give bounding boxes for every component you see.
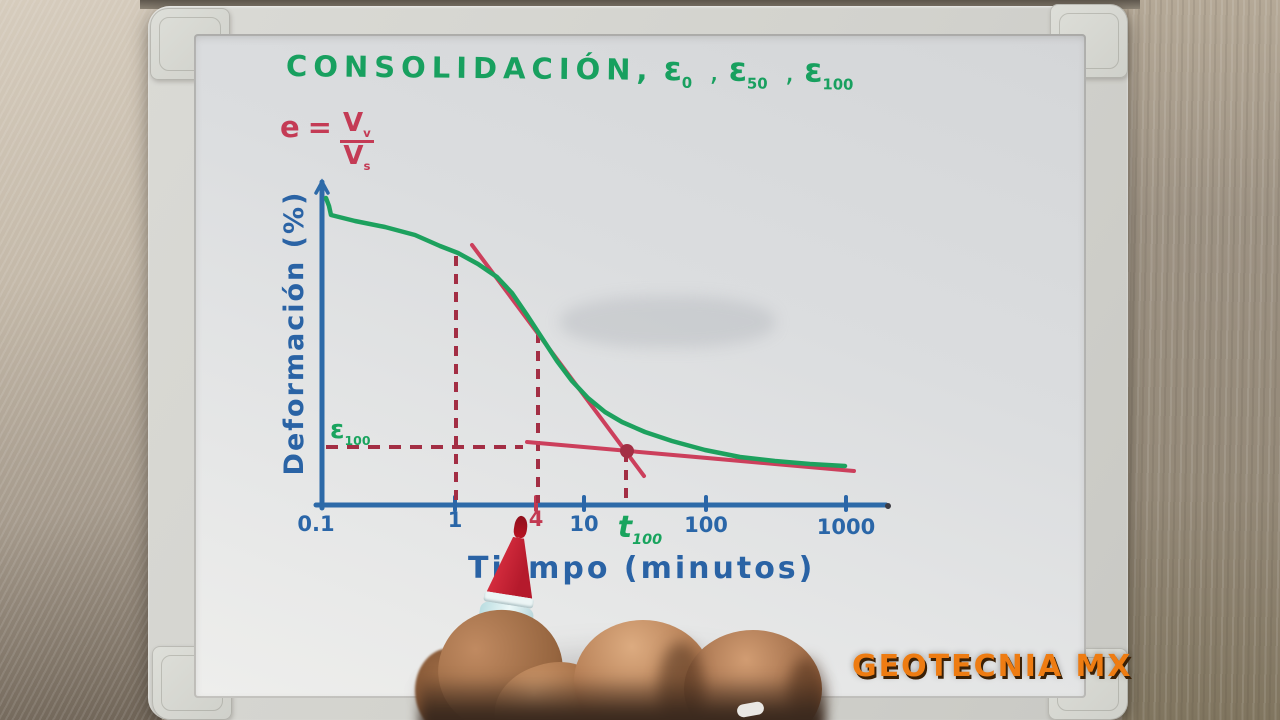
formula-denominator: Vs xyxy=(343,141,371,174)
title-separator: , xyxy=(700,53,719,88)
formula-lhs: e xyxy=(280,110,300,144)
formula-fraction: Vv Vs xyxy=(339,109,374,174)
channel-watermark: GEOTECNIA MX xyxy=(852,649,1133,684)
wood-table-left xyxy=(0,0,162,720)
x-tick-label-0.1: 0.1 xyxy=(297,512,334,536)
x-tick-label-10: 10 xyxy=(569,512,598,536)
board-title: CONSOLIDACIÓN, ε0 , ε50 , ε100 xyxy=(286,45,854,94)
whiteboard-surface xyxy=(194,34,1086,698)
consolidation-curve xyxy=(323,195,848,469)
x-tick-label-4: 4 xyxy=(529,507,544,531)
board-top-shadow xyxy=(140,0,1140,9)
eraser-smudge xyxy=(560,296,775,348)
title-separator: , xyxy=(775,54,795,89)
title-symbol-epsilon-0: ε0 xyxy=(663,48,693,92)
y-axis-label: Deformación (%) xyxy=(279,190,310,476)
board-title-text: CONSOLIDACIÓN, xyxy=(285,49,654,87)
title-symbol-epsilon-50: ε50 xyxy=(728,49,768,93)
formula-numerator: Vv xyxy=(339,109,374,144)
x-tick-label-1000: 1000 xyxy=(817,515,875,539)
x-tick-label-1: 1 xyxy=(448,508,463,532)
void-ratio-formula: e = Vv Vs xyxy=(280,109,374,174)
tangent-intersection-point xyxy=(620,444,634,458)
hand-base-shadow xyxy=(420,676,825,720)
annotation-ε100: ε100 xyxy=(330,415,371,448)
title-symbol-epsilon-100: ε100 xyxy=(803,50,854,94)
title-symbols: ε0 , ε50 , ε100 xyxy=(653,49,853,94)
marker-nose-cone xyxy=(487,534,542,598)
wood-table-right xyxy=(1122,0,1280,720)
y-axis-arrowhead xyxy=(314,178,330,195)
tangent-flat-line xyxy=(525,440,856,473)
x-axis-end-mark xyxy=(885,503,891,509)
x-tick-label-100: 100 xyxy=(684,513,728,537)
x-tick-label-t100: t100 xyxy=(618,510,662,548)
formula-equals: = xyxy=(307,110,332,144)
marker-tip xyxy=(512,514,529,539)
